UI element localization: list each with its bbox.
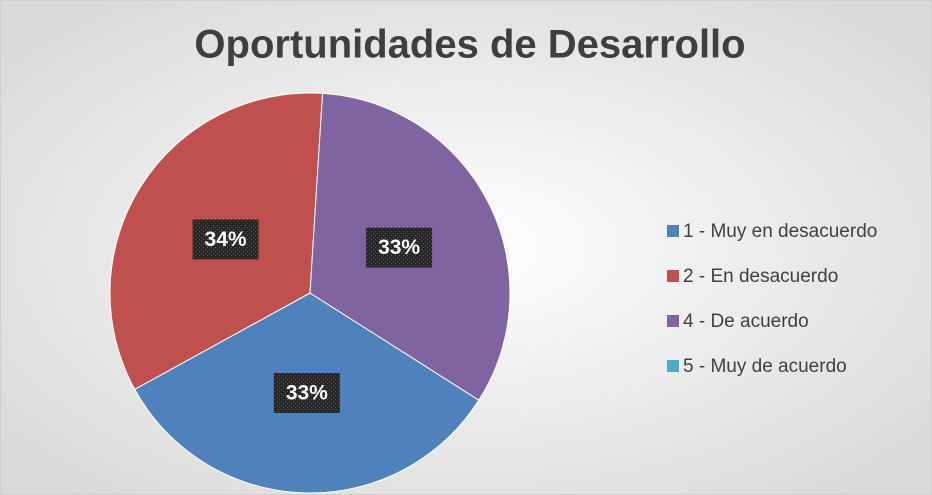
legend-swatch: [667, 315, 679, 327]
legend-label: 2 - En desacuerdo: [683, 266, 838, 287]
legend-swatch: [667, 225, 679, 237]
legend-label: 5 - Muy de acuerdo: [683, 356, 847, 377]
value-label-box: [273, 372, 340, 413]
legend-label: 1 - Muy en desacuerdo: [683, 221, 877, 242]
value-label: 34%: [205, 228, 247, 251]
legend-swatch: [667, 360, 679, 372]
value-label-box: [366, 227, 433, 268]
value-label: 33%: [378, 236, 420, 259]
legend-label: 4 - De acuerdo: [683, 311, 809, 332]
legend-swatch: [667, 270, 679, 282]
value-label-box: [192, 219, 259, 260]
value-label: 33%: [286, 381, 328, 404]
chart-title: Oportunidades de Desarrollo: [194, 23, 745, 67]
